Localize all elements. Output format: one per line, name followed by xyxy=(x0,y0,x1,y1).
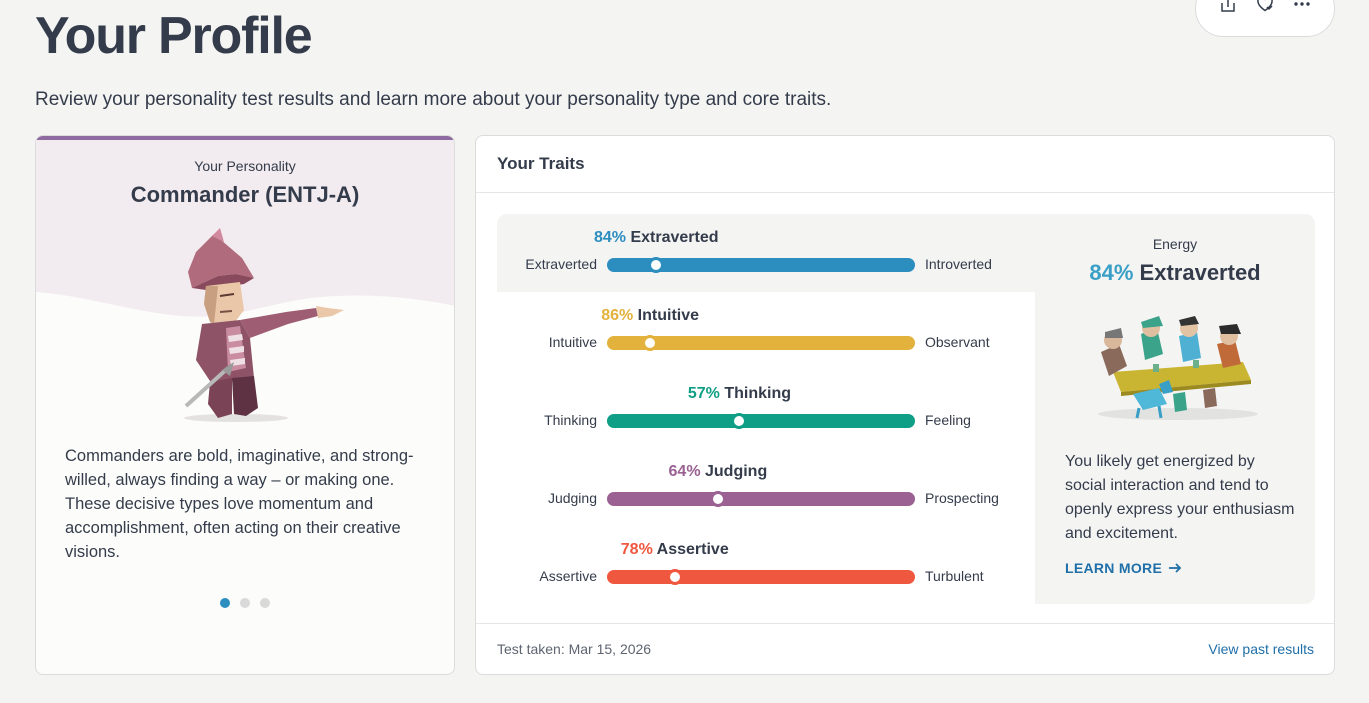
extraverted-illustration xyxy=(1098,316,1258,420)
trait-percent: 64% xyxy=(668,463,701,480)
page-subtitle: Review your personality test results and… xyxy=(35,89,832,110)
card-background-shape xyxy=(36,136,454,317)
traits-divider xyxy=(476,192,1334,193)
trait-detail-description: You likely get energized by social inter… xyxy=(1065,453,1295,542)
page-title: Your Profile xyxy=(35,7,313,65)
trait-detail-percent: 84% xyxy=(1089,260,1134,285)
trait-left-label: Extraverted xyxy=(525,256,597,272)
trait-name: Judging xyxy=(705,463,768,480)
trait-left-label: Intuitive xyxy=(548,334,597,350)
trait-bar xyxy=(607,413,915,429)
commander-illustration xyxy=(184,228,344,422)
trait-knob xyxy=(648,257,665,273)
trait-right-label: Prospecting xyxy=(925,490,999,506)
traits-card: Your Traits 84% Extraverted Extraverted In… xyxy=(475,135,1335,675)
trait-percent: 57% xyxy=(687,385,720,402)
trait-detail-value: 84% Extraverted xyxy=(1035,260,1315,286)
personality-description: Commanders are bold, imaginative, and st… xyxy=(65,447,414,561)
trait-right-label: Observant xyxy=(925,334,990,350)
trait-knob xyxy=(642,335,659,351)
view-past-results-link[interactable]: View past results xyxy=(1208,641,1314,657)
trait-detail-name: Extraverted xyxy=(1139,260,1261,285)
trait-left-label: Thinking xyxy=(544,412,597,428)
trait-knob xyxy=(731,413,748,429)
trait-percent: 86% xyxy=(601,307,634,324)
trait-right-label: Feeling xyxy=(925,412,971,428)
page-actions xyxy=(1195,0,1335,37)
carousel-dots xyxy=(36,598,454,608)
trait-heading: 64% Judging xyxy=(669,463,768,481)
trait-percent: 84% xyxy=(594,229,627,246)
carousel-dot-2[interactable] xyxy=(240,598,250,608)
traits-panel: 84% Extraverted Extraverted Introverted 86%… xyxy=(497,214,1315,604)
trait-heading: 86% Intuitive xyxy=(601,307,699,325)
trait-detail-panel: Energy 84% Extraverted xyxy=(1035,214,1315,604)
personality-type: Commander (ENTJ-A) xyxy=(130,182,360,207)
trait-name: Thinking xyxy=(724,385,792,402)
trait-left-label: Judging xyxy=(547,490,597,506)
trait-name: Assertive xyxy=(656,541,729,558)
trait-bar xyxy=(607,569,915,585)
carousel-dot-3[interactable] xyxy=(260,598,270,608)
trait-right-label: Turbulent xyxy=(925,568,984,584)
trait-row-thinking[interactable]: 57% Thinking Thinking Feeling xyxy=(497,370,1035,448)
trait-row-judging[interactable]: 64% Judging Judging Prospecting xyxy=(497,448,1035,526)
more-icon[interactable] xyxy=(1290,0,1314,16)
learn-more-label: LEARN MORE xyxy=(1065,560,1163,576)
trait-heading: 57% Thinking xyxy=(688,385,791,403)
arrow-right-icon xyxy=(1169,563,1182,573)
footer-divider xyxy=(476,623,1334,624)
trait-heading: 78% Assertive xyxy=(621,541,729,559)
trait-knob xyxy=(666,569,683,585)
trait-heading: 84% Extraverted xyxy=(594,229,719,247)
traits-title: Your Traits xyxy=(497,154,585,173)
trait-detail-label: Energy xyxy=(1152,236,1198,252)
trait-row-extraverted[interactable]: 84% Extraverted Extraverted Introverted xyxy=(497,214,1035,292)
favorite-icon[interactable] xyxy=(1253,0,1277,16)
card-accent-bar xyxy=(36,136,454,140)
trait-percent: 78% xyxy=(620,541,653,558)
share-icon[interactable] xyxy=(1216,0,1240,16)
test-taken-date: Test taken: Mar 15, 2026 xyxy=(497,641,652,657)
trait-right-label: Introverted xyxy=(925,256,992,272)
trait-bar xyxy=(607,335,915,351)
trait-row-assertive[interactable]: 78% Assertive Assertive Turbulent xyxy=(497,526,1035,604)
trait-bar xyxy=(607,491,915,507)
trait-name: Intuitive xyxy=(637,307,700,324)
personality-card: Your Personality Commander (ENTJ-A) Comm… xyxy=(35,135,455,675)
trait-name: Extraverted xyxy=(630,229,719,246)
personality-label: Your Personality xyxy=(194,158,296,174)
trait-knob xyxy=(709,491,726,507)
learn-more-link[interactable]: LEARN MORE xyxy=(1065,560,1182,576)
trait-row-intuitive[interactable]: 86% Intuitive Intuitive Observant xyxy=(497,292,1035,370)
carousel-dot-1[interactable] xyxy=(220,598,230,608)
trait-bar xyxy=(607,257,915,273)
trait-left-label: Assertive xyxy=(539,568,597,584)
